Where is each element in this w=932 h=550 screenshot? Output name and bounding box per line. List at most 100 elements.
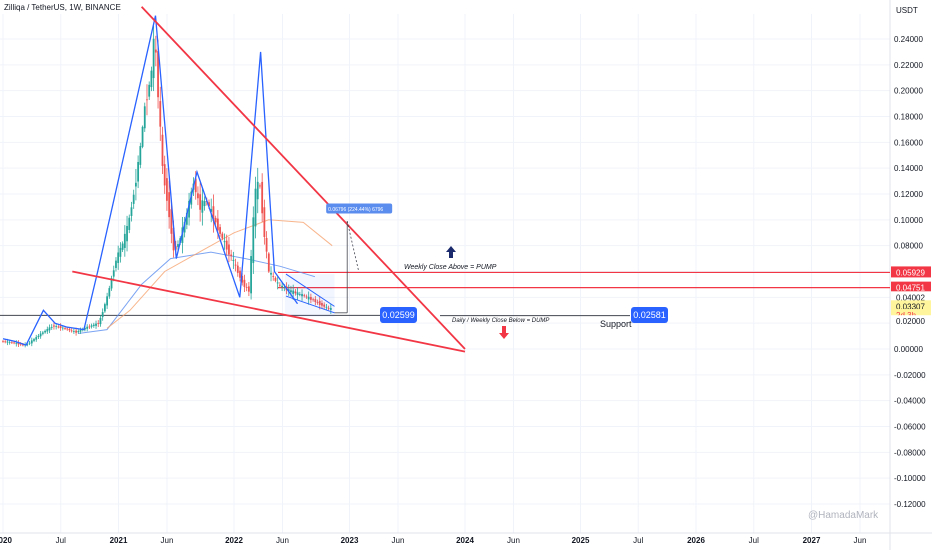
candle-body (274, 277, 277, 281)
candle-body (168, 192, 171, 218)
horizontal-levels (0, 271, 890, 317)
x-tick-label: Jun (854, 536, 867, 545)
candle-body (312, 299, 315, 301)
candle-body (115, 260, 117, 268)
candle-body (157, 51, 159, 98)
candle-body (166, 178, 168, 201)
price-tag-label: 0.04751 (896, 284, 925, 293)
candle-body (77, 331, 80, 333)
candle-body (41, 332, 44, 334)
candle-body (17, 342, 20, 345)
x-tick-label: 2025 (572, 536, 590, 545)
candle-body (261, 181, 264, 214)
candle-body (64, 328, 66, 329)
candle-body (26, 343, 29, 345)
red-trendline (140, 6, 466, 350)
candle-body (152, 38, 155, 79)
candle-body (61, 327, 64, 329)
candle-body (283, 287, 286, 289)
candle-body (108, 288, 111, 297)
y-tick-label: -0.08000 (894, 448, 926, 457)
candle-body (48, 327, 51, 331)
candle-body (188, 200, 190, 218)
candle-body (292, 290, 295, 294)
candle-body (146, 99, 148, 101)
y-tick-label: 0.00000 (894, 345, 923, 354)
price-tag-label: 0.05929 (896, 268, 925, 277)
candle-body (53, 325, 55, 327)
candle-body (101, 312, 104, 318)
candle-body (128, 217, 131, 230)
wedge-zone (284, 274, 335, 317)
candle-body (141, 126, 144, 147)
candle-body (130, 207, 133, 216)
candle-body (46, 329, 49, 332)
currency-label: USDT (896, 6, 918, 15)
candle-body (30, 340, 33, 344)
candle-body (278, 284, 281, 286)
candle-body (99, 317, 102, 325)
up-arrow-icon (446, 246, 456, 258)
candle-body (307, 296, 310, 300)
candle-body (35, 337, 38, 340)
pump-note: Weekly Close Above = PUMP (404, 264, 497, 271)
candle-body (234, 264, 237, 266)
candle-body (247, 286, 250, 292)
candle-body (236, 265, 239, 273)
candle-body (210, 209, 213, 212)
candle-body (318, 300, 321, 305)
candle-body (230, 254, 233, 257)
candle-body (88, 326, 91, 328)
candle-body (143, 106, 146, 129)
moving-average-line (106, 219, 333, 329)
candle-body (103, 304, 106, 312)
y-tick-label: 0.12000 (894, 190, 923, 199)
price-tag (891, 266, 931, 278)
chart-title: Zilliqa / TetherUS, 1W, BINANCE (4, 3, 121, 12)
candle-body (139, 146, 142, 165)
x-tick-label: 2022 (225, 536, 243, 545)
candle-body (177, 244, 179, 247)
candle-body (183, 221, 186, 233)
candle-body (259, 185, 261, 187)
watermark: @HamadaMark (808, 510, 879, 521)
candle-body (123, 233, 126, 248)
candle-body (296, 292, 299, 295)
red-trendline (72, 270, 466, 353)
candle-body (110, 278, 113, 289)
candle-body (250, 256, 252, 294)
y-tick-label: -0.12000 (894, 500, 926, 509)
candle-body (203, 201, 206, 207)
price-tag-label: 0.04002 (896, 293, 925, 302)
candle-body (314, 299, 317, 303)
candle-body (106, 296, 109, 306)
x-tick-label: Jul (56, 536, 66, 545)
candle-body (6, 341, 9, 343)
x-axis: 2020 Jul 2021 Jun 2022 Jun 2023 Jun 2024 Jun 2025 J… (0, 536, 866, 545)
candle-body (225, 240, 228, 250)
candle-body (59, 326, 62, 329)
candle-body (232, 259, 235, 261)
wedge-lines (285, 273, 335, 314)
candle-body (252, 217, 255, 264)
candle-body (44, 330, 46, 333)
candle-body (212, 206, 215, 221)
y-tick-label: 0.08000 (894, 242, 923, 251)
blue-pattern (2, 15, 335, 346)
candle-body (84, 327, 86, 330)
price-tag (891, 300, 931, 312)
candle-body (325, 306, 328, 308)
candle-body (287, 289, 290, 292)
candle-body (97, 323, 100, 324)
y-tick-label: -0.06000 (894, 423, 926, 432)
candle-body (2, 341, 4, 343)
candle-body (19, 343, 22, 345)
x-tick-label: 2024 (456, 536, 474, 545)
measure-label-box (326, 203, 393, 214)
candle-body (90, 325, 93, 327)
price-tag (891, 281, 931, 293)
candle-body (33, 339, 35, 341)
x-tick-label: 2027 (803, 536, 821, 545)
candle-body (150, 70, 153, 88)
